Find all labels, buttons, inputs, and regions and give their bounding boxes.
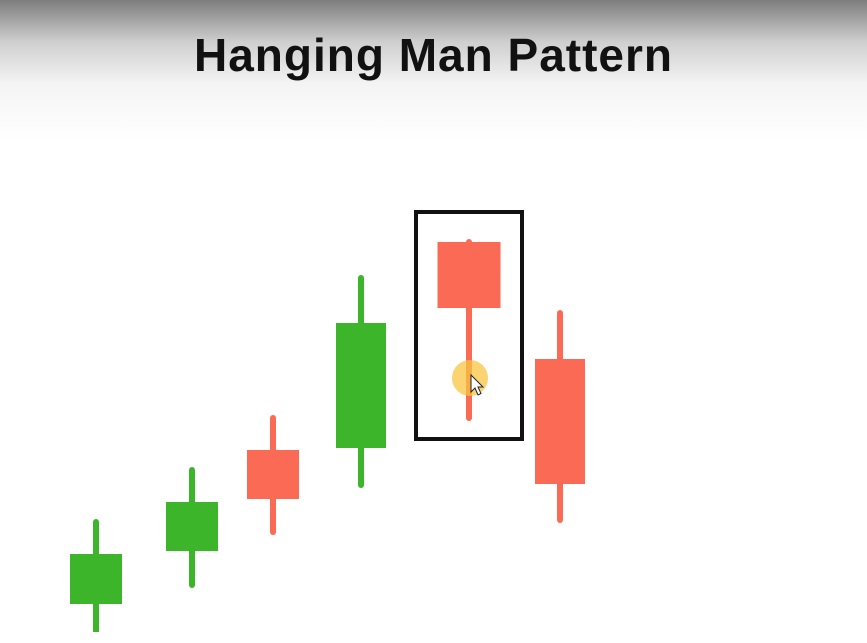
candle-body [247,450,299,499]
candle-bullish-1 [70,519,122,638]
title-banner [0,0,867,140]
candle-bearish-3 [247,415,299,535]
overlay-group [414,210,524,441]
highlight-box [414,210,524,441]
cursor-highlight [452,360,488,396]
chart-title: Hanging Man Pattern [193,29,674,81]
candle-bullish-2 [166,467,218,588]
candle-body [166,502,218,551]
candle-body [70,554,122,604]
mouse-pointer-icon [470,373,485,396]
candle-bullish-4 [336,275,386,488]
bottom-strip [0,632,867,643]
candle-bearish-6 [535,310,585,523]
candle-body [336,323,386,448]
candle-body [535,359,585,484]
candle-body [437,242,501,308]
